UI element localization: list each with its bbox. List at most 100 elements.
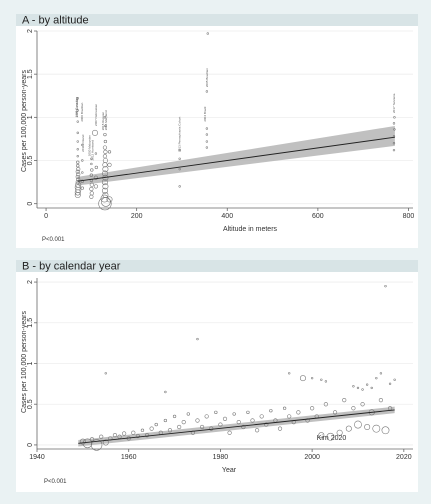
panel-b-p-value: P<0.001 — [44, 479, 67, 485]
panel-a-data-point — [76, 148, 79, 151]
panel-b-data-point — [254, 428, 260, 433]
panel-b-data-point — [379, 372, 383, 375]
panel-a-data-point — [76, 120, 79, 123]
panel-b-data-point — [154, 422, 158, 427]
panel-a-data-point — [81, 171, 84, 174]
panel-b-data-point — [282, 406, 287, 410]
panel-a-data-point — [93, 175, 98, 180]
panel-a-data-point — [102, 166, 109, 173]
panel-b-data-point — [345, 425, 352, 432]
panel-b-background — [16, 272, 418, 492]
panel-a-title-bar — [16, 14, 418, 26]
panel-b-title-bar — [16, 260, 418, 272]
panel-a-study-label: 2013 Pennsylvania Cohort — [178, 117, 182, 152]
panel-b-data-point — [320, 378, 323, 381]
panel-b-data-point — [140, 428, 145, 432]
panel-b-data-point — [163, 418, 168, 423]
panel-a-study-label: 2005 Brazilian — [205, 68, 209, 87]
panel-a-data-point — [81, 159, 84, 162]
panel-b-data-point — [342, 398, 347, 403]
panel-b-data-point — [164, 390, 167, 394]
panel-a-data-point — [76, 140, 79, 143]
panel-b-data-point — [196, 337, 199, 341]
panel-b-annotation: Kim 2020 — [317, 435, 347, 442]
panel-a-data-point — [89, 191, 94, 196]
panel-b-data-point — [375, 376, 378, 380]
panel-b-y-tick-label: 1 — [27, 361, 34, 365]
panel-b-data-point — [250, 418, 255, 423]
panel-a-fit-line — [77, 136, 395, 182]
panel-a-data-point — [205, 127, 209, 130]
panel-a-data-point — [75, 181, 82, 188]
panel-b-data-point — [336, 429, 343, 436]
panel-a-data-point — [393, 116, 396, 119]
panel-a-data-point — [90, 162, 93, 166]
panel-b-y-tick-label: 2 — [27, 280, 34, 284]
panel-b-x-tick-label: 2000 — [304, 454, 320, 461]
panel-a-data-point — [89, 182, 94, 187]
panel-b-data-point — [222, 416, 228, 421]
panel-b-data-point — [102, 439, 109, 446]
panel-a-data-point — [81, 143, 84, 147]
panel-b-data-point — [144, 433, 150, 438]
panel-a-y-axis-label: Cases per 100,000 person-years — [21, 70, 28, 172]
panel-a-data-point — [101, 187, 108, 194]
panel-b-data-point — [186, 412, 190, 416]
panel-a-study-label: 2000 Malaysian — [87, 135, 91, 156]
panel-a-study-label: 2012 Harrisand — [91, 140, 95, 161]
panel-b-data-point — [352, 385, 355, 388]
panel-a-data-point — [102, 154, 108, 159]
panel-a-data-point — [101, 170, 108, 177]
panel-b-data-point — [112, 433, 118, 438]
panel-a-study-label: 2011 Finland — [81, 134, 85, 151]
panel-b-data-point — [361, 388, 364, 391]
panel-a-study-label: 1990 Canadian — [74, 97, 78, 118]
panel-b-data-point — [381, 426, 390, 435]
panel-b-x-axis-label: Year — [222, 467, 237, 474]
panel-b-x-tick-label: 1940 — [29, 454, 45, 461]
panel-b-data-point — [356, 386, 360, 390]
panel-b-x-tick-label: 1960 — [121, 454, 137, 461]
panel-b-data-point — [384, 284, 387, 288]
panel-b-data-point — [232, 412, 236, 416]
panel-a-study-label: 2004 Brazil — [203, 106, 207, 121]
panel-a-study-label: 2000 Brazilian — [80, 102, 84, 121]
panel-a-data-point — [103, 139, 108, 144]
panel-a-x-tick-label: 200 — [131, 213, 143, 220]
panel-a-data-point — [76, 164, 80, 168]
panel-b-x-tick-label: 2020 — [396, 454, 412, 461]
panel-b-data-point — [310, 406, 315, 411]
panel-a-x-tick-label: 800 — [403, 213, 415, 220]
panel-a-data-point — [74, 184, 81, 191]
panel-a-data-point — [75, 179, 80, 185]
panel-b-data-point — [227, 430, 232, 435]
panel-a-data-point — [205, 90, 209, 93]
panel-b-data-point — [195, 418, 200, 423]
panel-a-data-point — [103, 132, 107, 137]
panel-b-data-point — [135, 433, 140, 439]
panel-a-p-value: P<0.001 — [42, 237, 65, 243]
panel-a-data-point — [102, 157, 108, 164]
panel-a-study-label: 2017 Tanzania — [392, 93, 396, 113]
panel-b-data-point — [241, 424, 246, 430]
panel-a-data-point — [90, 168, 94, 172]
panel-b-data-point — [324, 380, 328, 383]
panel-a-data-point — [91, 129, 98, 136]
panel-b-data-point — [299, 375, 306, 382]
panel-a-data-point — [75, 169, 80, 174]
panel-b-y-tick-label: 0.5 — [27, 399, 34, 409]
panel-b-data-point — [287, 414, 292, 419]
panel-b-data-point — [323, 402, 328, 407]
panel-a-data-point — [76, 160, 80, 164]
panel-a-y-tick-label: 1 — [27, 115, 34, 119]
panel-b-data-point — [354, 420, 362, 429]
panel-b-x-tick-label: 1980 — [213, 454, 229, 461]
panel-a-data-point — [100, 194, 109, 203]
panel-b-data-point — [378, 398, 384, 403]
panel-a-x-tick-label: 600 — [312, 213, 324, 220]
panel-b-data-point — [326, 432, 335, 441]
panel-b-data-point — [167, 428, 173, 433]
panel-b-data-point — [287, 372, 291, 375]
panel-a-data-point — [102, 192, 109, 199]
panel-a-data-point — [206, 32, 209, 35]
